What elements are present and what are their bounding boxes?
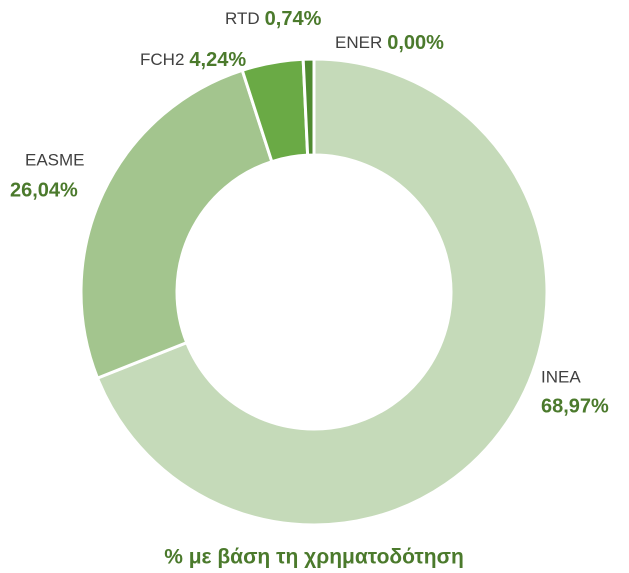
data-label: RTD 0,74% [225, 8, 322, 30]
value-label: 68,97% [541, 395, 609, 417]
value-label: 0,00% [387, 32, 444, 54]
value-label: 26,04% [10, 179, 78, 201]
donut-slice [95, 57, 549, 527]
category-label: FCH2 [140, 50, 184, 69]
donut-slice [79, 68, 274, 381]
category-label: INEA [541, 367, 581, 386]
value-label: 0,74% [265, 8, 322, 30]
data-label: FCH2 4,24% [140, 49, 246, 71]
data-label: ENER 0,00% [335, 32, 444, 54]
category-label: EASME [25, 150, 85, 169]
category-label: ENER [335, 33, 382, 52]
value-label: 4,24% [189, 49, 246, 71]
category-label: RTD [225, 9, 260, 28]
chart-title: % με βάση τη χρηματοδότηση [164, 546, 464, 569]
